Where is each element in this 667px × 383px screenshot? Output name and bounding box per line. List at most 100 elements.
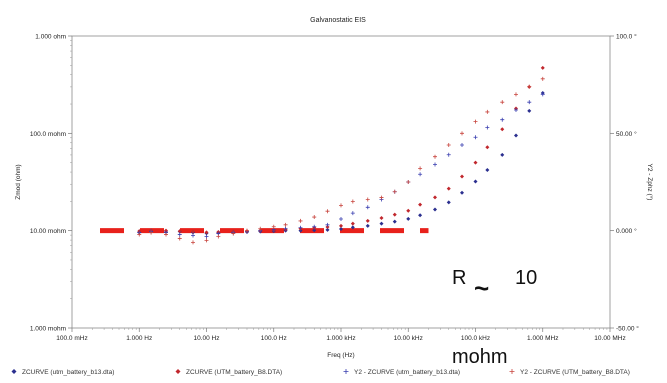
y2-tick-label: 100.0 ° bbox=[616, 33, 637, 41]
data-point bbox=[177, 229, 182, 234]
data-point bbox=[485, 125, 490, 130]
x-tick-label: 10.00 kHz bbox=[394, 335, 423, 342]
data-point bbox=[527, 100, 532, 105]
data-point bbox=[350, 211, 355, 216]
data-point bbox=[433, 195, 438, 200]
data-point bbox=[527, 108, 532, 113]
data-point bbox=[204, 234, 209, 239]
data-point bbox=[365, 205, 370, 210]
y-tick-label: 10.00 mohm bbox=[30, 228, 66, 235]
data-point bbox=[446, 152, 451, 157]
data-point bbox=[312, 224, 317, 229]
data-point bbox=[325, 209, 330, 214]
data-point bbox=[473, 179, 478, 184]
data-point bbox=[500, 127, 505, 132]
data-point bbox=[191, 240, 196, 245]
data-point bbox=[485, 145, 490, 150]
legend-marker bbox=[509, 369, 515, 374]
data-point bbox=[177, 236, 182, 241]
data-point bbox=[350, 199, 355, 204]
data-point bbox=[446, 186, 451, 191]
data-point bbox=[446, 200, 451, 205]
data-point bbox=[339, 227, 343, 232]
x-tick-label: 10.00 Hz bbox=[193, 335, 219, 342]
data-point bbox=[283, 226, 288, 231]
data-point bbox=[406, 208, 411, 213]
x-tick-label: 100.0 mHz bbox=[56, 335, 87, 342]
data-point bbox=[339, 223, 343, 228]
annotation-value: 10 bbox=[515, 267, 537, 289]
data-point bbox=[406, 216, 411, 221]
data-point bbox=[460, 190, 465, 195]
y2-tick-label: 50.00 ° bbox=[616, 130, 637, 138]
legend-label: Y2 - ZCURVE (utm_battery_b13.dta) bbox=[354, 369, 460, 376]
data-point bbox=[177, 232, 182, 237]
data-point bbox=[392, 189, 397, 194]
data-point bbox=[513, 92, 518, 97]
data-point bbox=[298, 225, 303, 230]
data-point bbox=[149, 230, 154, 235]
data-point bbox=[485, 109, 490, 114]
y-axis-title: Zmod (ohm) bbox=[15, 164, 22, 199]
series-layer bbox=[137, 65, 545, 245]
data-point bbox=[418, 202, 423, 207]
data-point bbox=[379, 195, 384, 200]
legend-label: ZCURVE (UTM_battery_B8.DTA) bbox=[186, 369, 282, 376]
x-tick-label: 1.000 Hz bbox=[126, 335, 152, 342]
data-point bbox=[339, 216, 343, 221]
y-tick-label: 100.0 mohm bbox=[30, 131, 66, 138]
legend-marker bbox=[175, 369, 181, 374]
y-tick-label: 1.000 ohm bbox=[35, 34, 66, 41]
data-point bbox=[325, 225, 330, 230]
data-point bbox=[473, 135, 478, 140]
data-point bbox=[298, 218, 303, 223]
data-point bbox=[379, 215, 384, 220]
data-point bbox=[406, 180, 411, 184]
annotation-prefix: R bbox=[452, 267, 466, 289]
chart-title: Galvanostatic EIS bbox=[310, 17, 366, 24]
data-point bbox=[325, 222, 330, 227]
x-tick-label: 10.00 MHz bbox=[594, 335, 625, 342]
data-point bbox=[339, 203, 343, 208]
data-point bbox=[392, 212, 397, 217]
data-point bbox=[312, 228, 317, 233]
y2-tick-label: 0.000 ° bbox=[616, 227, 637, 235]
legend-label: ZCURVE (utm_battery_b13.dta) bbox=[22, 369, 114, 376]
data-point bbox=[418, 172, 423, 177]
annotation-unit: mohm bbox=[452, 346, 508, 368]
data-point bbox=[365, 223, 370, 228]
data-point bbox=[191, 229, 196, 234]
tick-layer: 100.0 mHz 1.000 Hz 10.00 Hz 100.0 Hz 1.000 k… bbox=[30, 33, 639, 343]
data-point bbox=[244, 228, 249, 233]
data-point bbox=[312, 215, 317, 220]
data-point bbox=[216, 234, 221, 239]
legend-marker bbox=[343, 369, 349, 374]
data-point bbox=[540, 92, 545, 97]
data-point bbox=[473, 119, 478, 124]
data-point bbox=[500, 117, 505, 122]
data-point bbox=[231, 231, 236, 236]
data-point bbox=[540, 76, 545, 81]
data-point bbox=[350, 225, 355, 230]
x-tick-label: 1.000 MHz bbox=[527, 335, 558, 342]
data-point bbox=[485, 168, 490, 173]
data-point bbox=[271, 224, 276, 229]
data-point bbox=[204, 230, 209, 235]
data-point bbox=[204, 238, 209, 243]
data-point bbox=[392, 219, 397, 224]
x-tick-label: 100.0 Hz bbox=[261, 335, 287, 342]
data-point bbox=[418, 166, 423, 171]
data-point bbox=[137, 232, 142, 237]
x-axis-title: Freq (Hz) bbox=[327, 352, 354, 359]
data-point bbox=[500, 152, 505, 157]
data-point bbox=[460, 143, 465, 148]
y-tick-label: 1.000 mohm bbox=[30, 326, 66, 333]
annotation-symbol: ~ bbox=[474, 273, 489, 303]
data-point bbox=[513, 133, 518, 138]
data-point bbox=[258, 226, 263, 231]
resistance-annotation: R ~ 10 mohm bbox=[452, 267, 537, 368]
data-point bbox=[433, 207, 438, 212]
data-point bbox=[418, 213, 423, 218]
x-tick-label: 100.0 kHz bbox=[461, 335, 490, 342]
